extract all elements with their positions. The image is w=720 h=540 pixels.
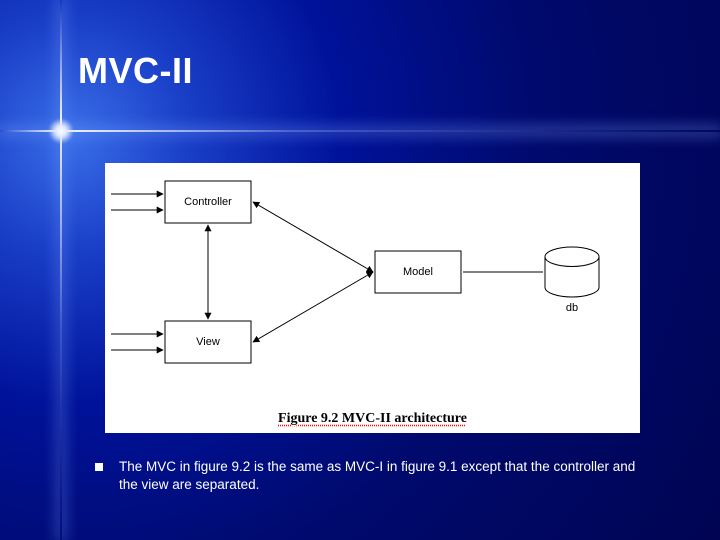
bullet-icon — [95, 463, 103, 471]
lens-flare-vertical — [60, 0, 62, 540]
mvc-diagram: Controller View Model db — [105, 163, 640, 409]
lens-flare-core — [48, 118, 74, 144]
slide-title: MVC-II — [78, 50, 193, 92]
view-label: View — [196, 336, 220, 348]
db-label: db — [566, 302, 578, 314]
edge-controller-model — [253, 202, 373, 272]
controller-label: Controller — [184, 196, 232, 208]
lens-flare-horizontal — [0, 130, 720, 132]
bullet-text: The MVC in figure 9.2 is the same as MVC… — [119, 458, 655, 494]
model-label: Model — [403, 266, 433, 278]
bullet-row: The MVC in figure 9.2 is the same as MVC… — [95, 458, 655, 494]
edge-view-model — [253, 272, 373, 342]
diagram-panel: Controller View Model db Figure 9.2 MVC-II … — [105, 163, 640, 433]
diagram-caption: Figure 9.2 MVC-II architecture — [105, 411, 640, 427]
